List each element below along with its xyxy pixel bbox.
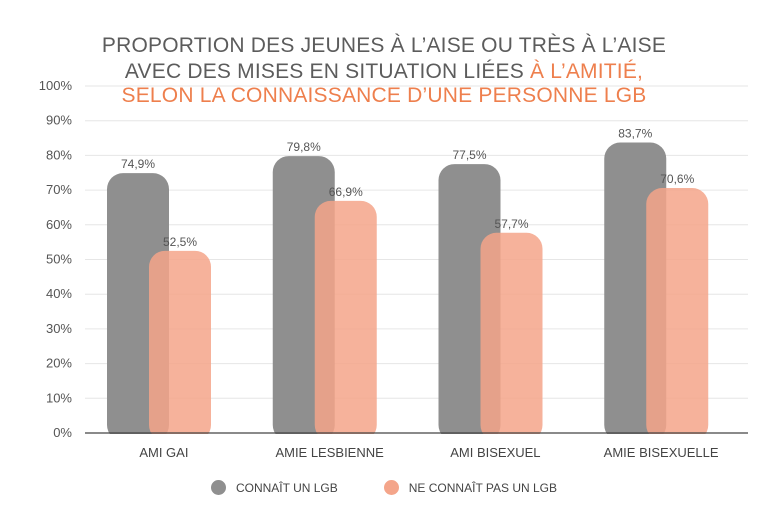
legend-label-connait: CONNAÎT UN LGB xyxy=(235,480,338,495)
data-label: 79,8% xyxy=(287,140,321,154)
legend-item-ne-connait-pas: NE CONNAÎT PAS UN LGB xyxy=(383,480,558,495)
y-tick-label: 70% xyxy=(46,182,72,197)
y-tick-label: 10% xyxy=(46,390,72,405)
bar-ne-connait-pas xyxy=(646,188,709,441)
y-tick-label: 80% xyxy=(46,147,72,162)
legend-label-ne-connait-pas: NE CONNAÎT PAS UN LGB xyxy=(408,480,558,495)
chart-title-line-1: PROPORTION DES JEUNES À L’AISE OU TRÈS À… xyxy=(101,34,667,57)
bar-ne-connait-pas xyxy=(480,232,543,441)
bar-chart: 0% 10% 20% 30% 40% 50% 60% 70% 80% 90% 100% 74,9% 52… xyxy=(39,78,748,460)
y-tick-label: 50% xyxy=(46,252,72,267)
x-tick-label: AMIE LESBIENNE xyxy=(275,445,384,460)
bar-ne-connait-pas xyxy=(149,250,211,441)
data-label: 57,7% xyxy=(494,217,528,231)
data-label: 77,5% xyxy=(452,148,486,162)
x-tick-label: AMI GAI xyxy=(139,445,188,460)
x-tick-label: AMIE BISEXUELLE xyxy=(604,445,719,460)
data-label: 52,5% xyxy=(163,235,197,249)
data-label: 70,6% xyxy=(660,172,694,186)
y-tick-label: 90% xyxy=(46,113,72,128)
y-tick-label: 0% xyxy=(53,425,72,440)
data-label: 74,9% xyxy=(121,157,155,171)
legend-swatch-ne-connait-pas xyxy=(383,480,399,495)
chart-title-line-2: AVEC DES MISES EN SITUATION LIÉES À L’AM… xyxy=(124,60,644,83)
baseline-mask xyxy=(85,434,748,444)
x-tick-label: AMI BISEXUEL xyxy=(450,445,540,460)
chart-title-line-3: SELON LA CONNAISSANCE D’UNE PERSONNE LGB xyxy=(121,84,647,107)
y-tick-label: 30% xyxy=(46,321,72,336)
y-tick-label: 20% xyxy=(46,356,72,371)
data-label: 83,7% xyxy=(618,127,652,141)
y-tick-label: 100% xyxy=(39,78,73,93)
y-tick-label: 40% xyxy=(46,286,72,301)
bar-ne-connait-pas xyxy=(314,200,377,441)
legend-swatch-connait xyxy=(210,480,226,495)
y-tick-label: 60% xyxy=(46,217,72,232)
legend: CONNAÎT UN LGB NE CONNAÎT PAS UN LGB xyxy=(0,480,768,495)
data-label: 66,9% xyxy=(329,185,363,199)
legend-item-connait: CONNAÎT UN LGB xyxy=(210,480,338,495)
